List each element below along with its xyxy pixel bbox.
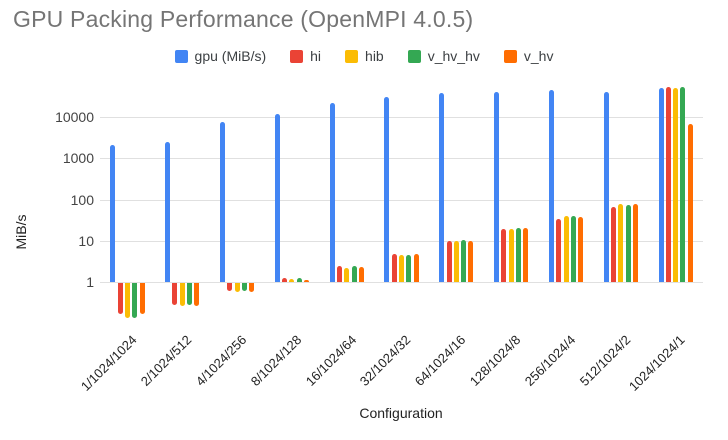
bar-hib[interactable] [673,87,679,282]
x-tick-label: 32/1024/32 [357,332,414,389]
bar-hib[interactable] [618,204,624,282]
bar-hi[interactable] [391,253,397,282]
bar-gpu-mib-s[interactable] [329,103,335,282]
gridline [100,200,703,201]
legend-swatch-v-hv-hv [407,49,421,63]
gridline [100,241,703,242]
bar-gpu-mib-s[interactable] [219,121,225,282]
y-axis-title: MiB/s [13,214,29,250]
legend-swatch-v-hv [503,49,517,63]
bar-hib[interactable] [563,216,569,282]
bar-v-hv[interactable] [468,240,474,282]
bar-gpu-mib-s[interactable] [384,97,390,282]
legend-item-hib[interactable]: hib [345,48,384,64]
bar-hi[interactable] [665,86,671,282]
x-tick-label: 512/1024/2 [576,332,634,389]
bar-hi[interactable] [172,283,178,305]
gridline [100,158,703,159]
bar-gpu-mib-s[interactable] [658,87,664,282]
x-tick-label: 1024/1024/1 [626,332,688,394]
legend-item-v-hv-hv[interactable]: v_hv_hv [407,48,480,64]
legend-swatch-hi [290,49,304,63]
bar-v-hv[interactable] [358,267,364,282]
bar-hib[interactable] [289,279,295,282]
bar-hib[interactable] [508,228,514,282]
bar-v-hv-hv[interactable] [296,278,302,282]
bar-hib[interactable] [124,283,130,319]
legend-label: hib [365,48,384,64]
bar-hib[interactable] [179,283,185,306]
bar-v-hv-hv[interactable] [187,283,192,305]
bar-v-hv[interactable] [249,283,255,292]
y-tick-label: 1000 [62,150,94,166]
legend-label: gpu (MiB/s) [194,48,267,64]
bar-hib[interactable] [344,267,350,282]
bar-gpu-mib-s[interactable] [439,93,445,282]
bar-v-hv-hv[interactable] [132,283,138,319]
bar-gpu-mib-s[interactable] [274,114,280,282]
bar-v-hv[interactable] [687,123,693,282]
bar-v-hv-hv[interactable] [351,265,357,282]
legend: gpu (MiB/s) hi hib v_hv_hv v_hv [0,48,728,64]
legend-swatch-hib [345,49,359,63]
legend-item-v-hv[interactable]: v_hv [503,48,554,64]
bar-v-hv[interactable] [413,253,419,282]
bar-v-hv[interactable] [304,279,309,282]
legend-label: v_hv_hv [427,48,480,64]
legend-label: v_hv [523,48,554,64]
gridline [100,117,703,118]
bar-v-hv[interactable] [523,228,529,282]
bar-v-hv-hv[interactable] [241,283,247,291]
bar-v-hv-hv[interactable] [680,86,686,282]
bar-hi[interactable] [117,283,123,314]
bar-hi[interactable] [446,241,452,282]
bar-gpu-mib-s[interactable] [110,145,116,282]
legend-item-gpu-mib-s[interactable]: gpu (MiB/s) [174,48,267,64]
y-tick-label: 100 [70,192,94,208]
y-tick-label: 1 [86,274,94,290]
bar-gpu-mib-s[interactable] [165,142,171,282]
x-tick-label: 4/1024/256 [192,332,250,389]
legend-label: hi [310,48,322,64]
x-tick-label: 64/1024/16 [412,332,469,389]
bar-v-hv-hv[interactable] [570,216,576,282]
x-tick-label: 8/1024/128 [247,332,305,389]
bar-hi[interactable] [282,277,288,282]
bar-gpu-mib-s[interactable] [603,92,609,282]
bar-hi[interactable] [227,283,233,291]
x-tick-label: 16/1024/64 [302,332,359,389]
legend-swatch-gpu-mib-s [174,49,188,63]
x-tick-label: 256/1024/4 [521,332,579,389]
bar-hi[interactable] [501,229,507,282]
bar-gpu-mib-s[interactable] [494,91,499,282]
x-tick-label: 128/1024/8 [466,332,524,389]
bar-v-hv-hv[interactable] [625,204,631,282]
x-tick-label: 1/1024/1024 [77,332,140,394]
bar-hi[interactable] [556,219,562,282]
bar-hib[interactable] [399,255,404,282]
y-tick-label: 10000 [55,109,94,125]
bar-v-hv-hv[interactable] [406,254,412,282]
bar-v-hv[interactable] [632,204,638,282]
bar-hib[interactable] [453,240,459,282]
x-axis-title: Configuration [359,405,443,421]
bar-hi[interactable] [611,206,616,282]
y-tick-label: 10 [78,233,94,249]
bar-gpu-mib-s[interactable] [548,89,554,282]
bar-hi[interactable] [336,266,342,282]
bar-v-hv[interactable] [578,216,584,282]
bar-hib[interactable] [234,283,240,292]
bar-v-hv-hv[interactable] [461,240,467,282]
bar-v-hv[interactable] [194,283,200,306]
bar-v-hv[interactable] [139,283,145,314]
legend-item-hi[interactable]: hi [290,48,321,64]
chart-title: GPU Packing Performance (OpenMPI 4.0.5) [13,6,474,32]
x-tick-label: 2/1024/512 [137,332,195,389]
bar-v-hv-hv[interactable] [515,228,521,282]
gridline [100,282,703,283]
